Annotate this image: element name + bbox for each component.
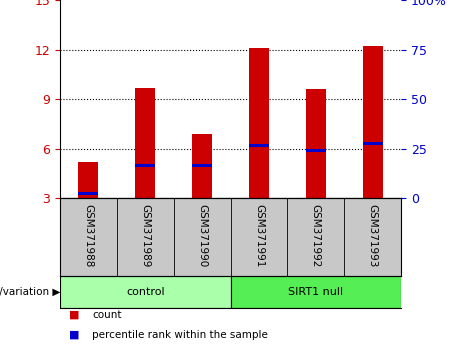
Bar: [363, 46, 383, 198]
Text: ■: ■: [69, 310, 80, 320]
Bar: [135, 87, 155, 198]
Text: GSM371993: GSM371993: [367, 205, 378, 268]
Bar: [249, 48, 269, 198]
Text: GSM371990: GSM371990: [197, 205, 207, 268]
Text: GSM371989: GSM371989: [140, 205, 150, 268]
Text: SIRT1 null: SIRT1 null: [288, 287, 343, 297]
Text: GSM371988: GSM371988: [83, 205, 94, 268]
Bar: [60, 276, 230, 308]
Bar: [78, 162, 98, 198]
Bar: [192, 164, 212, 167]
Text: ■: ■: [69, 330, 80, 339]
Text: GSM371991: GSM371991: [254, 205, 264, 268]
Bar: [78, 192, 98, 195]
Text: count: count: [92, 310, 122, 320]
Text: GSM371992: GSM371992: [311, 205, 321, 268]
Bar: [363, 142, 383, 145]
Bar: [135, 164, 155, 167]
Bar: [230, 276, 401, 308]
Bar: [249, 144, 269, 147]
Text: genotype/variation ▶: genotype/variation ▶: [0, 287, 60, 297]
Bar: [306, 149, 326, 152]
Text: control: control: [126, 287, 165, 297]
Bar: [306, 89, 326, 198]
Text: percentile rank within the sample: percentile rank within the sample: [92, 330, 268, 339]
Bar: [192, 134, 212, 198]
